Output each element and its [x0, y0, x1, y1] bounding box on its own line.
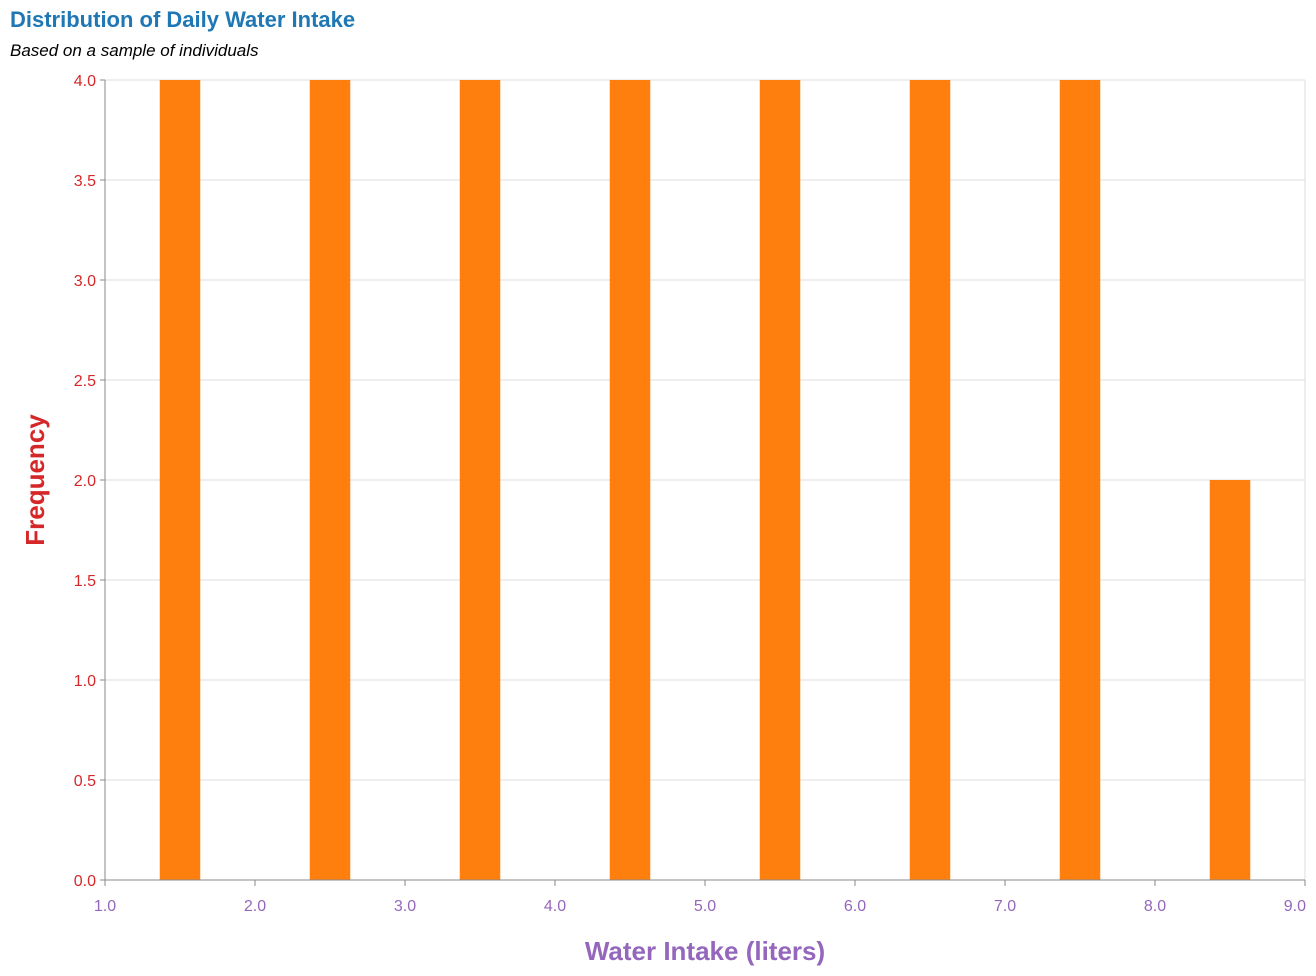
- histogram-bar[interactable]: [609, 80, 651, 880]
- y-tick-label: 2.0: [74, 473, 96, 490]
- x-tick-label: 9.0: [1284, 898, 1306, 915]
- gridlines: [105, 79, 1306, 881]
- histogram-bar[interactable]: [1209, 480, 1251, 880]
- y-tick-label: 1.0: [74, 673, 96, 690]
- histogram-bar[interactable]: [459, 80, 501, 880]
- x-axis-title: Water Intake (liters): [585, 936, 825, 966]
- y-tick-label: 0.0: [74, 873, 96, 890]
- x-tick-label: 6.0: [844, 898, 866, 915]
- histogram-bar[interactable]: [309, 80, 351, 880]
- x-tick-label: 1.0: [94, 898, 116, 915]
- axes: 0.0 0.5 1.0 1.5 2.0 2.5 3.0 3.5 4.0 1.0 2.0 3.0 4.0 5…: [74, 73, 1306, 915]
- histogram-bar[interactable]: [759, 80, 801, 880]
- chart-title: Distribution of Daily Water Intake: [10, 7, 356, 32]
- y-tick-label: 2.5: [74, 373, 96, 390]
- histogram-bar[interactable]: [159, 80, 201, 880]
- bars: [159, 80, 1251, 880]
- histogram-bar[interactable]: [1059, 80, 1101, 880]
- y-tick-label: 1.5: [74, 573, 96, 590]
- histogram-bar[interactable]: [909, 80, 951, 880]
- y-tick-label: 4.0: [74, 73, 96, 90]
- y-tick-label: 3.0: [74, 273, 96, 290]
- x-tick-label: 3.0: [394, 898, 416, 915]
- x-tick-label: 4.0: [544, 898, 566, 915]
- x-tick-label: 2.0: [244, 898, 266, 915]
- y-axis-title: Frequency: [20, 414, 50, 546]
- y-tick-label: 3.5: [74, 173, 96, 190]
- y-tick-label: 0.5: [74, 773, 96, 790]
- x-tick-label: 7.0: [994, 898, 1016, 915]
- chart-subtitle: Based on a sample of individuals: [10, 41, 259, 60]
- x-tick-label: 5.0: [694, 898, 716, 915]
- x-tick-label: 8.0: [1144, 898, 1166, 915]
